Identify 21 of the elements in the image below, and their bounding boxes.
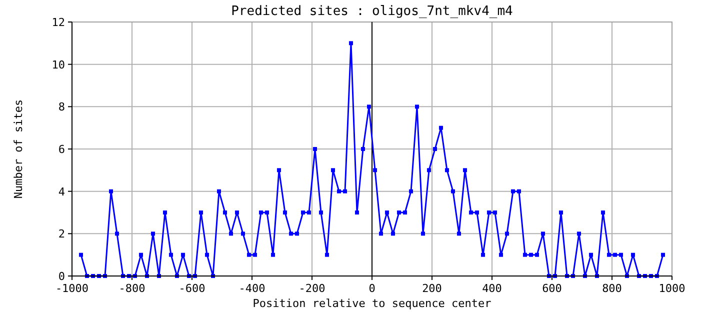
x-tick-label: -1000 — [55, 282, 89, 295]
x-tick-label: 0 — [368, 282, 376, 295]
y-tick-label: 0 — [58, 270, 65, 283]
y-tick-label: 6 — [58, 143, 65, 156]
x-tick-label: 600 — [542, 282, 562, 295]
x-tick-label: -800 — [118, 282, 146, 295]
x-tick-label: 1000 — [658, 282, 686, 295]
x-tick-label: 400 — [482, 282, 502, 295]
chart-title: Predicted sites : oligos_7nt_mkv4_m4 — [231, 4, 514, 19]
y-tick-label: 12 — [52, 16, 65, 29]
x-tick-label: -600 — [178, 282, 206, 295]
y-tick-label: 8 — [58, 100, 65, 114]
y-tick-label: 4 — [58, 185, 66, 198]
x-tick-label: 200 — [422, 282, 442, 295]
y-tick-label: 10 — [52, 58, 65, 72]
y-axis-title: Number of sites — [12, 99, 25, 199]
x-tick-label: -200 — [298, 282, 326, 295]
x-tick-label: 800 — [602, 282, 622, 295]
y-tick-label: 2 — [58, 228, 65, 241]
x-tick-label: -400 — [238, 282, 266, 295]
x-axis-title: Position relative to sequence center — [252, 297, 492, 310]
